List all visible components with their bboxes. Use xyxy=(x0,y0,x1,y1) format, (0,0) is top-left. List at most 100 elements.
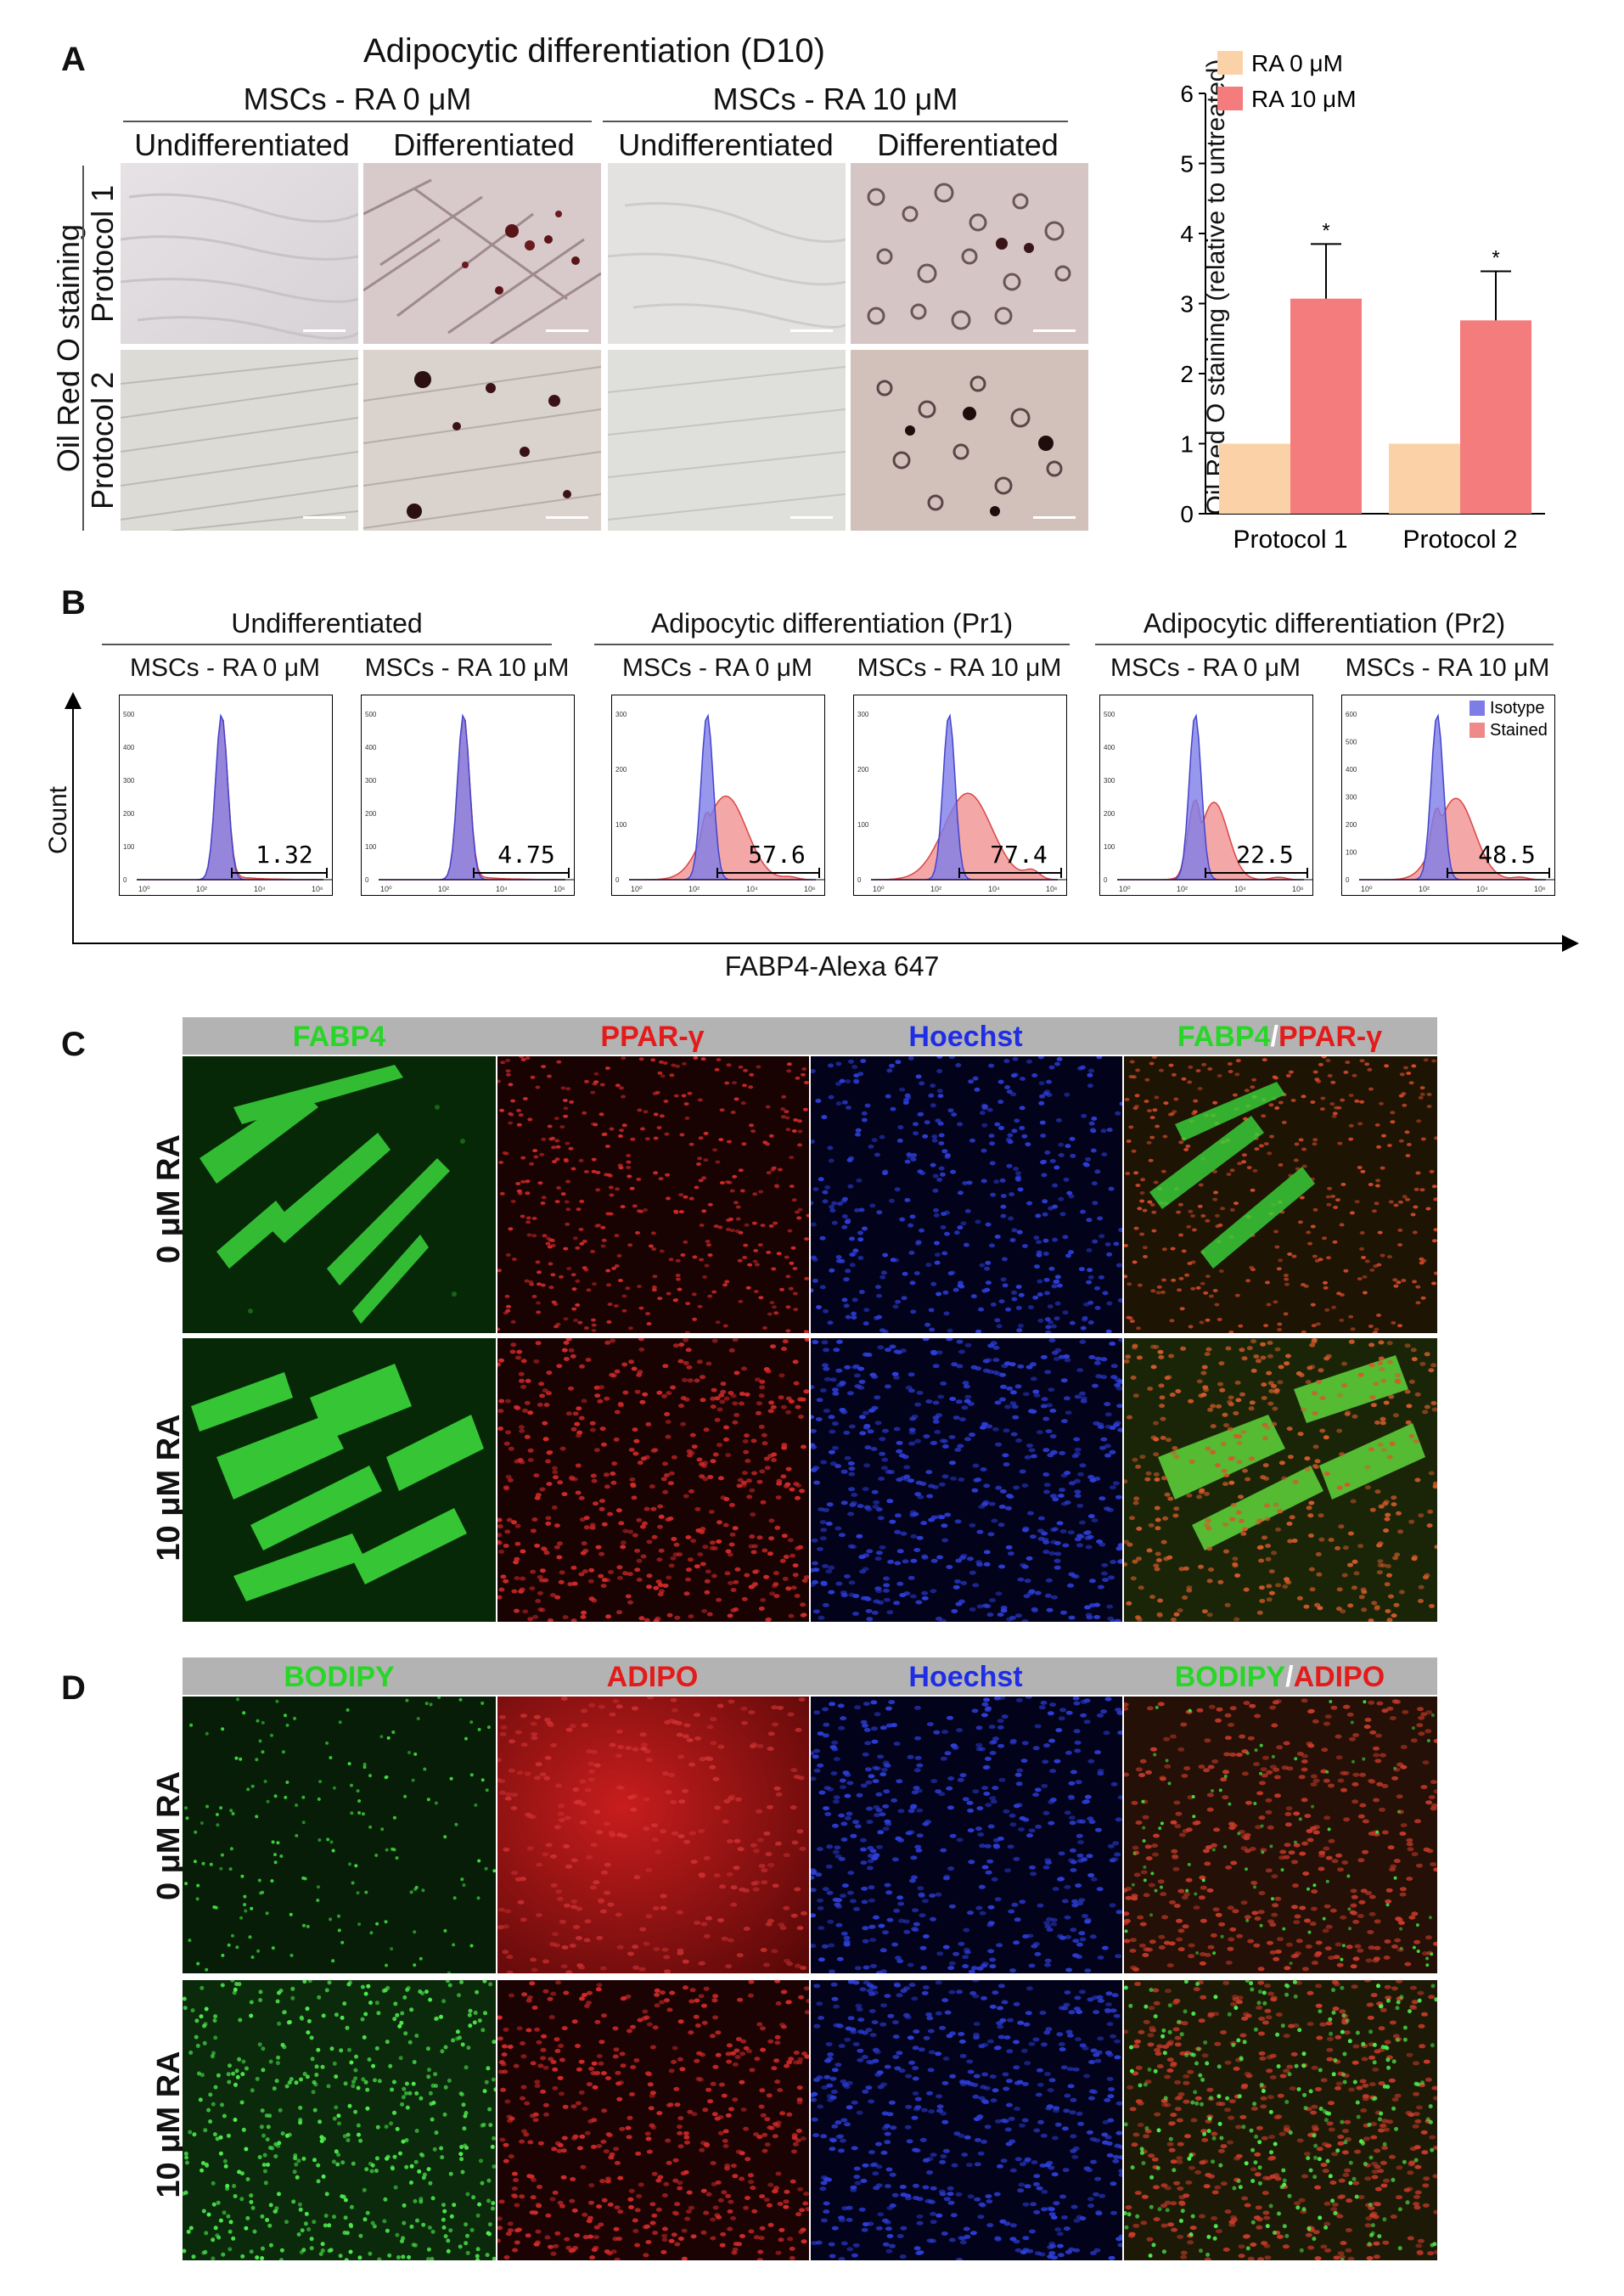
oil-red-o-image-p2-ra0-diff xyxy=(363,350,601,531)
bar-chart-ytick-label: 5 xyxy=(1180,151,1194,177)
panel-b-group-2-title: Adipocytic differentiation (Pr1) xyxy=(650,608,1014,639)
histogram-xtick-label: 10⁶ xyxy=(804,885,816,893)
histogram-xtick-label: 10⁴ xyxy=(988,885,1000,893)
histogram-ytick-label: 0 xyxy=(365,876,369,884)
header-part: PPAR-γ xyxy=(1278,1021,1383,1053)
panel-b-x-axis-arrow xyxy=(72,943,1566,944)
histogram-ytick-label: 300 xyxy=(1346,794,1357,802)
histogram-ytick-label: 400 xyxy=(123,744,135,751)
hoechst-image-c-10ra xyxy=(811,1338,1122,1622)
histogram-ytick-label: 200 xyxy=(857,766,869,774)
stained-histogram xyxy=(871,792,1059,881)
panel-a-col-1: Undifferentiated xyxy=(134,127,350,162)
gate-percent-label: 4.75 xyxy=(497,841,554,869)
panel-b-xlabel: FABP4-Alexa 647 xyxy=(724,951,940,982)
oil-red-o-image-p1-ra10-diff xyxy=(851,163,1088,344)
panel-a-group-right-rule xyxy=(603,121,1068,122)
flow-histogram-panel: 22.5 0 100 200 300 400 500 10⁰ 10² 10⁴ 10⁶ xyxy=(1099,695,1313,896)
header-part: BODIPY xyxy=(284,1661,395,1693)
panel-a-title: Adipocytic differentiation (D10) xyxy=(363,32,825,70)
flow-histogram-panel: 48.5 0 100 200 300 400 500 600 10⁰ 10² 10⁴ 10⁶ Isoty… xyxy=(1341,695,1555,896)
histogram-ytick-label: 200 xyxy=(615,766,627,774)
fabp4-image-0ra xyxy=(183,1056,496,1333)
bar-chart-ytick-label: 1 xyxy=(1180,431,1194,458)
histogram-xtick-label: 10⁴ xyxy=(1234,885,1246,893)
bodipy-image-0ra xyxy=(183,1697,496,1973)
histogram-subtitle: MSCs - RA 10 μM xyxy=(857,654,1062,682)
panel-b-group-2-rule xyxy=(594,644,1070,645)
histogram-xtick-label: 10² xyxy=(196,885,207,893)
bar-ra0 xyxy=(1389,443,1460,514)
bar-ra10 xyxy=(1460,320,1531,514)
gate-percent-label: 22.5 xyxy=(1236,841,1293,869)
histogram-ytick-label: 200 xyxy=(365,810,377,818)
bar-chart-category-label: Protocol 2 xyxy=(1402,526,1517,554)
histogram-ytick-label: 200 xyxy=(123,810,135,818)
adipo-image-10ra xyxy=(497,1980,809,2260)
merge-fabp4-ppar-image-10ra xyxy=(1124,1338,1437,1622)
oil-red-o-image-p2-ra10-diff xyxy=(851,350,1088,531)
histogram-ytick-label: 200 xyxy=(1346,821,1357,829)
significance-marker: * xyxy=(1492,247,1499,270)
gate-percent-label: 48.5 xyxy=(1478,841,1535,869)
histogram-xtick-label: 10⁴ xyxy=(1476,885,1488,893)
histogram-xtick-label: 10⁰ xyxy=(380,885,392,893)
histogram-ytick-label: 100 xyxy=(1104,843,1115,851)
histogram-xtick-label: 10² xyxy=(688,885,700,893)
histogram-ytick-label: 100 xyxy=(123,843,135,851)
panel-a-group-left-rule xyxy=(123,121,592,122)
histogram-ytick-label: 0 xyxy=(1104,876,1108,884)
bar-ra0 xyxy=(1219,443,1290,514)
histogram-xtick-label: 10² xyxy=(1177,885,1188,893)
merge-bodipy-adipo-image-10ra xyxy=(1124,1980,1437,2260)
bar-chart-category-label: Protocol 1 xyxy=(1233,526,1347,554)
histogram-ytick-label: 100 xyxy=(1346,849,1357,857)
merge-bodipy-adipo-image-0ra xyxy=(1124,1697,1437,1973)
legend-swatch xyxy=(1217,87,1243,110)
bodipy-image-10ra xyxy=(183,1980,496,2260)
histogram-ytick-label: 200 xyxy=(1104,810,1115,818)
panel-b-y-arrowhead xyxy=(65,692,81,709)
oil-red-o-image-p2-ra0-undiff xyxy=(121,350,358,531)
histogram-xtick-label: 10⁶ xyxy=(1292,885,1304,893)
legend-label: RA 10 μM xyxy=(1251,86,1357,112)
header-part: BODIPY xyxy=(1174,1661,1286,1693)
header-part: PPAR-γ xyxy=(600,1021,705,1053)
histogram-ytick-label: 100 xyxy=(857,821,869,829)
panel-a-row-1-label: Protocol 1 xyxy=(85,184,120,323)
panel-a-group-right: MSCs - RA 10 μM xyxy=(712,82,958,116)
panel-b-group-1-rule xyxy=(102,644,552,645)
panel-b-y-axis-arrow xyxy=(72,705,74,944)
panel-c-header-fabp4: FABP4 xyxy=(183,1021,496,1054)
bar-ra10 xyxy=(1290,298,1362,514)
panel-b-ylabel: Count xyxy=(44,785,72,855)
histogram-subtitle: MSCs - RA 0 μM xyxy=(622,654,812,682)
histogram-ytick-label: 500 xyxy=(1104,711,1115,718)
fabp4-image-10ra xyxy=(183,1338,496,1622)
histogram-legend-swatch xyxy=(1469,723,1485,738)
panel-a-row-2-label: Protocol 2 xyxy=(85,371,120,509)
bar-chart-ytick-label: 0 xyxy=(1180,501,1194,527)
adipo-image-0ra xyxy=(497,1697,809,1973)
histogram-ytick-label: 0 xyxy=(615,876,620,884)
legend-label: RA 0 μM xyxy=(1251,50,1343,76)
panel-d-header-adipo: ADIPO xyxy=(496,1661,809,1694)
histogram-ytick-label: 600 xyxy=(1346,711,1357,718)
histogram-subtitle: MSCs - RA 10 μM xyxy=(364,654,570,682)
header-part: / xyxy=(1285,1661,1294,1693)
panel-d-header-merge: BODIPY/ADIPO xyxy=(1122,1661,1437,1694)
histogram-xtick-label: 10⁶ xyxy=(1534,885,1546,893)
histogram-xtick-label: 10⁰ xyxy=(631,885,643,893)
gate-percent-label: 57.6 xyxy=(748,841,805,869)
header-part: / xyxy=(1270,1021,1278,1053)
histogram-legend-label: Isotype xyxy=(1490,699,1544,718)
header-part: ADIPO xyxy=(606,1661,699,1693)
panel-b-group-3-rule xyxy=(1095,644,1554,645)
hoechst-image-d-10ra xyxy=(811,1980,1122,2260)
header-part: FABP4 xyxy=(1177,1021,1271,1053)
panel-a-row-axis-label: Oil Red O staining xyxy=(51,223,86,473)
histogram-subtitle: MSCs - RA 10 μM xyxy=(1345,654,1550,682)
histogram-xtick-label: 10⁰ xyxy=(1119,885,1131,893)
panel-a-row-axis-rule xyxy=(82,166,84,531)
histogram-xtick-label: 10² xyxy=(930,885,941,893)
